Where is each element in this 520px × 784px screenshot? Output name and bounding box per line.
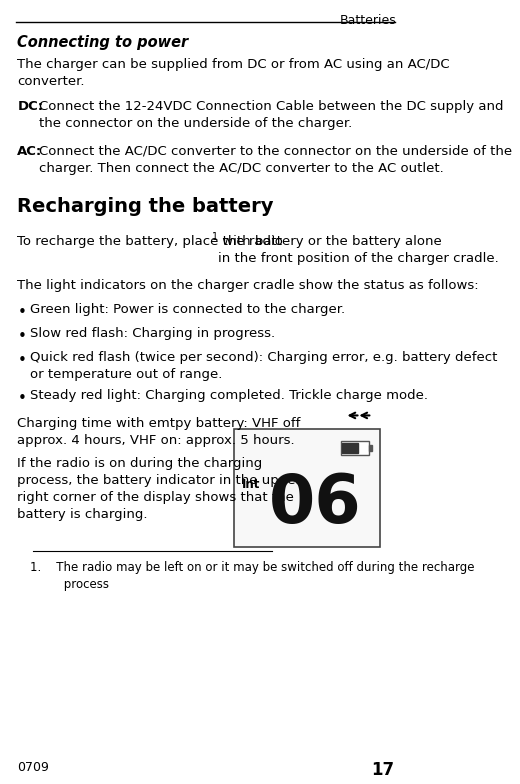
Bar — [369, 445, 371, 452]
Text: •: • — [18, 391, 27, 406]
Text: •: • — [18, 353, 27, 368]
Text: 1.    The radio may be left on or it may be switched off during the recharge
   : 1. The radio may be left on or it may be… — [30, 561, 475, 591]
Text: ⚡: ⚡ — [350, 445, 357, 455]
Text: Quick red flash (twice per second): Charging error, e.g. battery defect
or tempe: Quick red flash (twice per second): Char… — [30, 350, 498, 380]
Text: Steady red light: Charging completed. Trickle charge mode.: Steady red light: Charging completed. Tr… — [30, 390, 428, 402]
Text: Connect the AC/DC converter to the connector on the underside of the
charger. Th: Connect the AC/DC converter to the conne… — [39, 145, 512, 175]
Text: Connecting to power: Connecting to power — [18, 35, 189, 50]
Text: DC:: DC: — [18, 100, 44, 113]
Text: AC:: AC: — [18, 145, 43, 158]
Text: If the radio is on during the charging
process, the battery indicator in the upp: If the radio is on during the charging p… — [18, 457, 302, 521]
Text: 0709: 0709 — [18, 761, 49, 774]
Text: Slow red flash: Charging in progress.: Slow red flash: Charging in progress. — [30, 327, 275, 339]
Text: The light indicators on the charger cradle show the status as follows:: The light indicators on the charger crad… — [18, 278, 479, 292]
Text: 17: 17 — [371, 761, 395, 779]
Text: To recharge the battery, place the radio: To recharge the battery, place the radio — [18, 234, 283, 248]
Bar — [342, 444, 358, 453]
Text: Batteries: Batteries — [340, 14, 396, 27]
Text: •: • — [18, 305, 27, 320]
Text: Int: Int — [242, 477, 260, 491]
Text: Green light: Power is connected to the charger.: Green light: Power is connected to the c… — [30, 303, 345, 316]
Text: 06: 06 — [269, 471, 362, 537]
Text: •: • — [18, 328, 27, 343]
Text: 1: 1 — [212, 232, 217, 241]
Text: with battery or the battery alone
in the front position of the charger cradle.: with battery or the battery alone in the… — [218, 234, 499, 265]
FancyBboxPatch shape — [233, 430, 380, 547]
Text: Charging time with emtpy battery: VHF off
approx. 4 hours, VHF on: approx. 5 hou: Charging time with emtpy battery: VHF of… — [18, 417, 301, 448]
Text: Connect the 12-24VDC Connection Cable between the DC supply and
the connector on: Connect the 12-24VDC Connection Cable be… — [39, 100, 503, 130]
Text: The charger can be supplied from DC or from AC using an AC/DC
converter.: The charger can be supplied from DC or f… — [18, 58, 450, 88]
FancyBboxPatch shape — [341, 441, 369, 456]
Text: Recharging the battery: Recharging the battery — [18, 197, 274, 216]
